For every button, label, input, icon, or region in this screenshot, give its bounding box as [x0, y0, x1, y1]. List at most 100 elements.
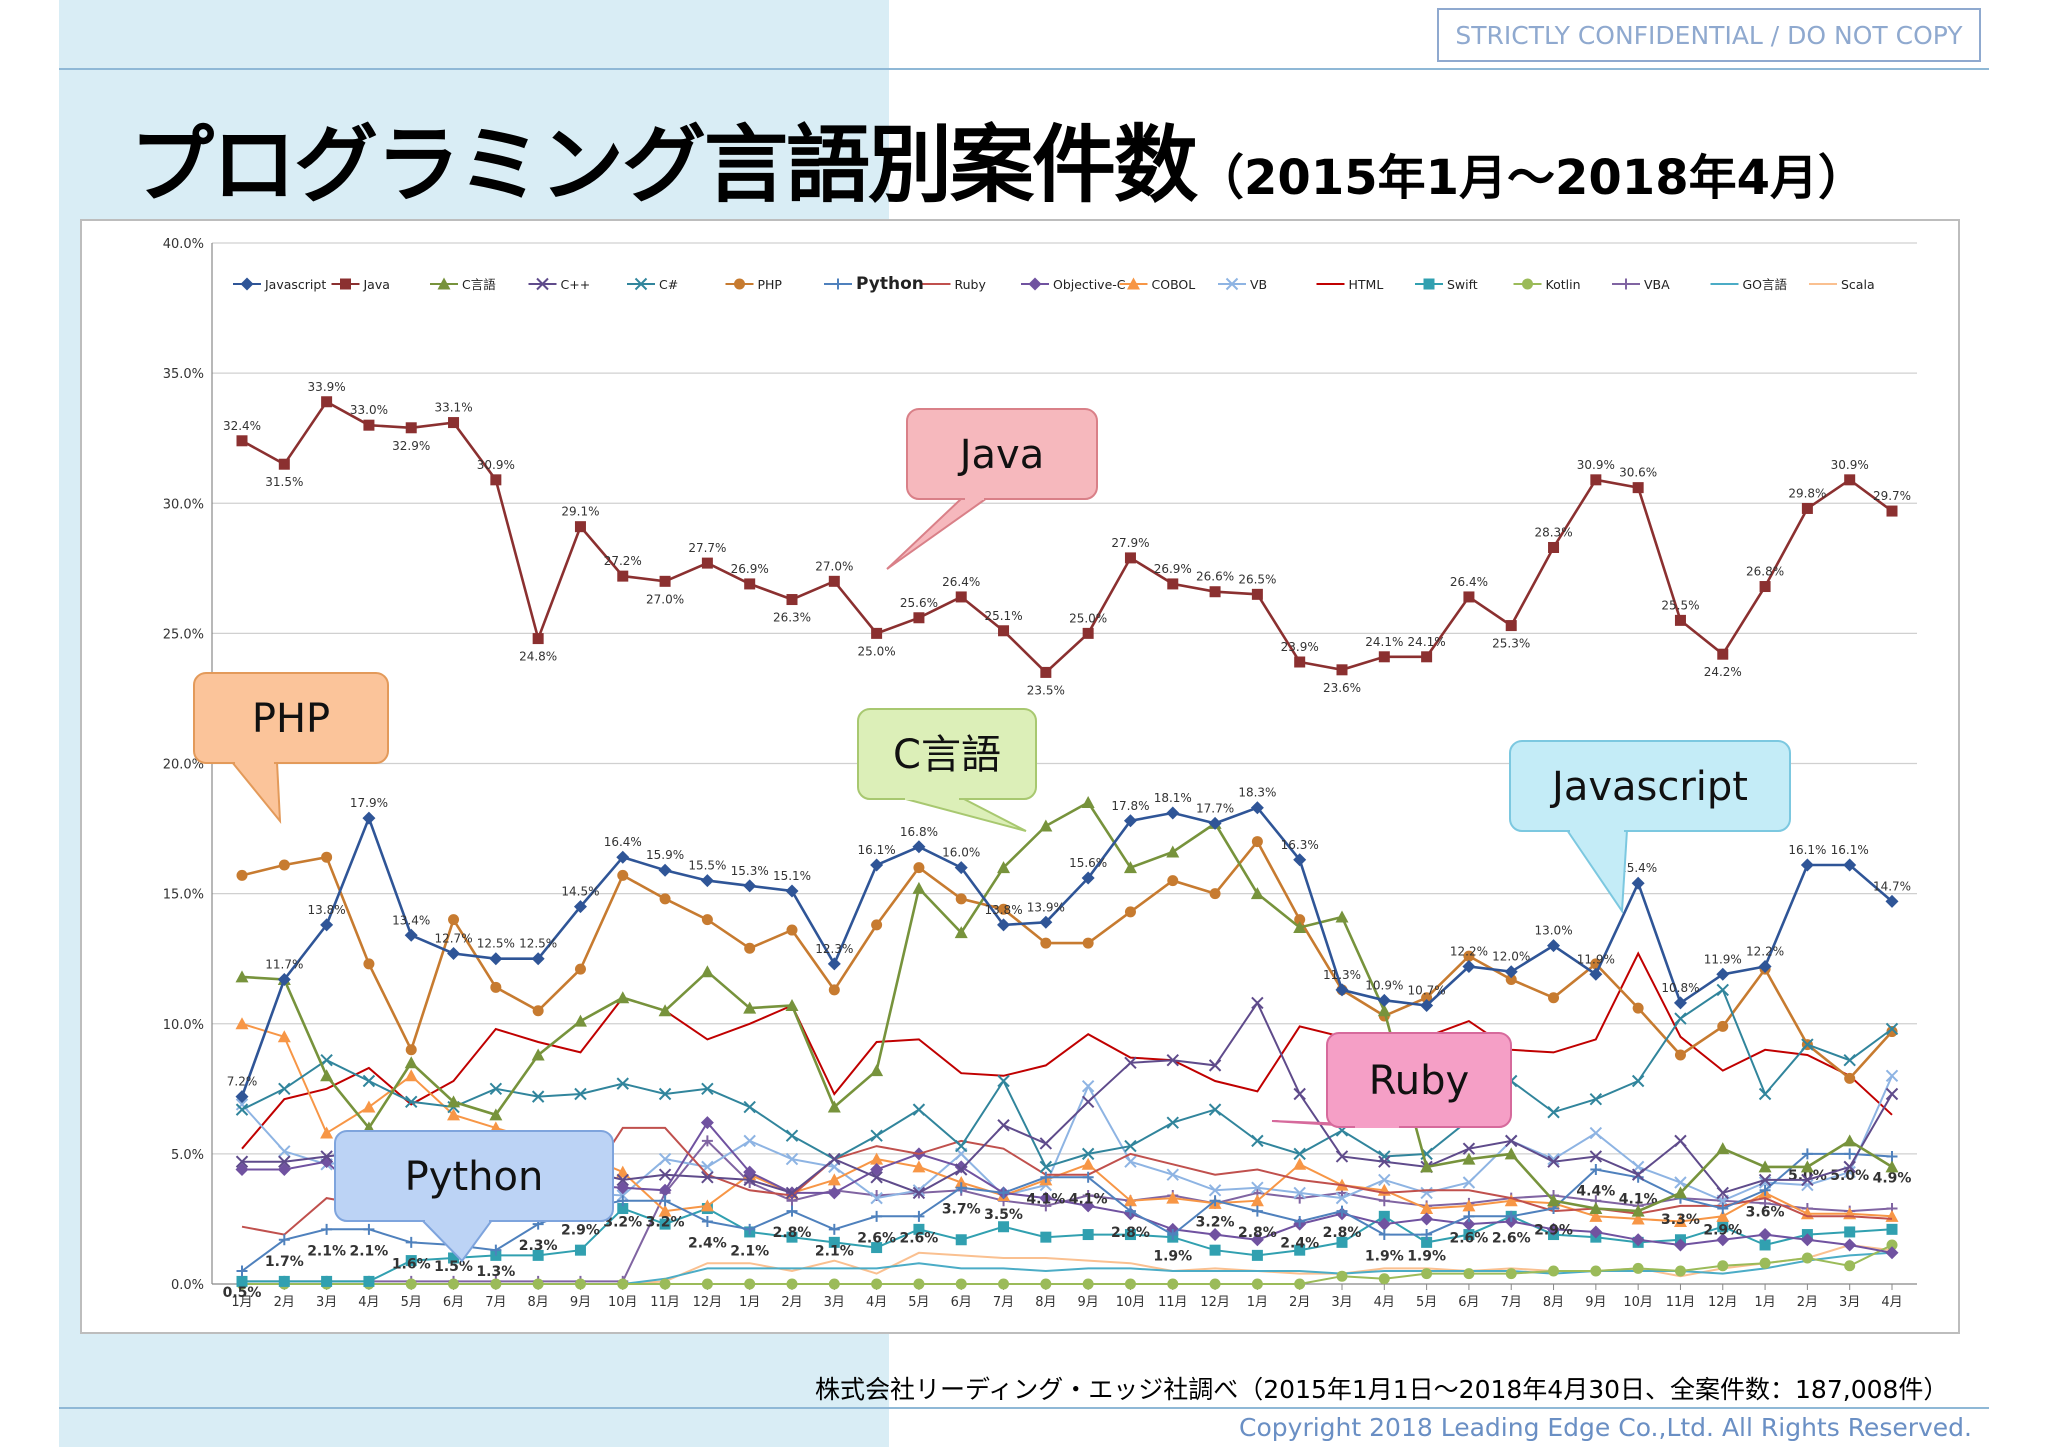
data-point: [913, 1223, 925, 1235]
data-point: [321, 851, 333, 863]
data-point: [700, 1199, 714, 1212]
data-point: [1717, 1203, 1729, 1215]
data-point: [1462, 1152, 1476, 1165]
x-tick-label: 3月: [1839, 1295, 1860, 1310]
data-label: 2.9%: [561, 1223, 600, 1239]
callout-2: C言語: [857, 708, 1037, 832]
x-axis: 1月 2月 3月 4月 5月 6月 7月 8月 9月 10月 11月 12月 1月 2月 3月 4月 5月 6月 7…: [231, 1284, 1903, 1310]
data-point: [1505, 1134, 1518, 1148]
data-point: [278, 1145, 291, 1158]
data-point: [1547, 1155, 1560, 1168]
data-label: 0.5%: [223, 1285, 262, 1301]
data-label: 26.4%: [942, 575, 980, 589]
data-point: [1589, 1202, 1603, 1215]
data-point: [1082, 937, 1094, 949]
data-label: 30.9%: [477, 458, 515, 472]
data-point: [659, 1218, 671, 1230]
data-point: [870, 1129, 883, 1142]
data-label: 17.8%: [1111, 799, 1149, 813]
data-point: [1886, 1026, 1898, 1038]
data-point: [1759, 1239, 1771, 1251]
data-point: [363, 419, 375, 431]
y-tick-label: 15.0%: [163, 888, 204, 903]
data-point: [827, 1186, 841, 1200]
data-label: 2.1%: [815, 1243, 854, 1259]
data-point: [658, 863, 672, 877]
data-point: [489, 1082, 503, 1096]
data-point: [1590, 1265, 1602, 1277]
data-point: [1885, 1022, 1899, 1036]
data-point: [1800, 858, 1814, 872]
data-point: [278, 1275, 290, 1287]
data-point: [912, 1184, 926, 1197]
data-point: [913, 612, 925, 624]
legend-entry: VBA: [1644, 277, 1670, 292]
data-point: [1716, 1209, 1730, 1222]
data-point: [1673, 1186, 1687, 1199]
data-point: [1081, 871, 1095, 885]
data-point: [912, 1186, 926, 1200]
data-point: [1632, 482, 1644, 494]
data-point: [363, 958, 375, 970]
data-label: 2.1%: [730, 1243, 769, 1259]
data-point: [1378, 1273, 1390, 1285]
data-point: [1885, 1246, 1899, 1260]
data-point: [785, 1129, 799, 1142]
x-tick-label: 4月: [1881, 1295, 1902, 1310]
x-tick-label: 4月: [1374, 1295, 1395, 1310]
data-point: [1589, 1093, 1603, 1106]
callout-label: PHP: [252, 696, 330, 742]
data-point: [743, 1001, 757, 1014]
data-label: 15.1%: [773, 869, 811, 883]
data-point: [1082, 1171, 1094, 1183]
data-point: [1844, 1072, 1856, 1084]
data-point: [1294, 1278, 1306, 1290]
data-point: [744, 1278, 756, 1290]
data-point: [1504, 1147, 1518, 1160]
data-point: [659, 893, 671, 905]
legend-entry: Kotlin: [1546, 277, 1581, 292]
data-label: 27.9%: [1111, 536, 1149, 550]
data-point: [616, 1165, 630, 1178]
data-point: [1462, 1142, 1476, 1155]
data-label: 25.0%: [858, 644, 896, 658]
data-label: 25.3%: [1492, 637, 1530, 651]
data-point: [1758, 959, 1772, 973]
x-tick-label: 2月: [1797, 1295, 1818, 1310]
data-label: 26.9%: [731, 562, 769, 576]
data-point: [1209, 586, 1221, 598]
data-point: [1166, 845, 1180, 858]
data-point: [574, 963, 586, 975]
data-point: [1124, 1139, 1137, 1153]
legend-entry: Scala: [1841, 277, 1875, 292]
data-point: [236, 869, 248, 881]
data-point: [405, 422, 417, 434]
data-point: [531, 1048, 545, 1061]
data-point: [1378, 1195, 1390, 1207]
data-point: [700, 1116, 714, 1130]
header-rule: [59, 68, 1989, 70]
data-point: [1758, 1228, 1772, 1242]
data-point: [362, 1074, 376, 1088]
data-point: [871, 1278, 883, 1290]
data-point: [1124, 1205, 1136, 1217]
data-point: [955, 591, 967, 603]
data-point: [1547, 1194, 1561, 1207]
data-point: [913, 1210, 925, 1222]
data-point: [531, 952, 545, 966]
data-label: 18.3%: [1238, 786, 1276, 800]
data-point: [574, 1244, 586, 1256]
data-point: [913, 1278, 925, 1290]
data-point: [785, 1152, 799, 1166]
data-point: [1335, 983, 1349, 997]
data-point: [1028, 277, 1042, 291]
data-point: [955, 893, 967, 905]
data-label: 16.4%: [604, 835, 642, 849]
data-point: [1336, 664, 1348, 676]
data-label: 33.0%: [350, 403, 388, 417]
data-label: 2.1%: [350, 1243, 389, 1259]
legend-entry: Python: [856, 274, 924, 294]
data-point: [1590, 474, 1602, 486]
data-point: [1166, 806, 1180, 820]
data-point: [240, 277, 254, 291]
